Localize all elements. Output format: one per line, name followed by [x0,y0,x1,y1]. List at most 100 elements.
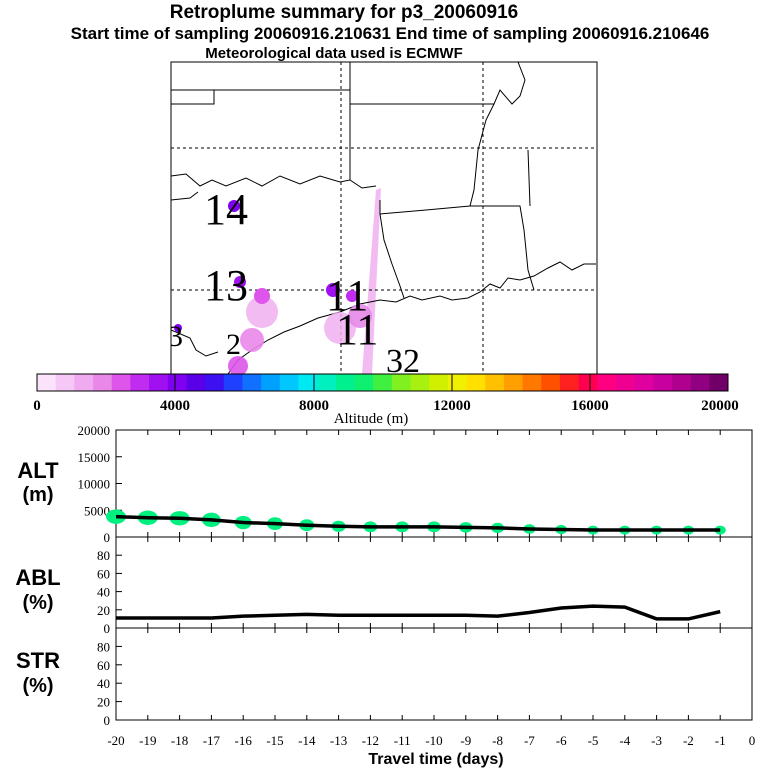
x-tick-label: -1 [715,733,726,748]
day-label: 2 [226,328,241,361]
colorbar-swatch [503,374,524,391]
str-label: STR [16,648,60,673]
colorbar-swatch [37,374,57,391]
altitude-colorbar [36,373,729,392]
panel-abl: 0 20 40 60 80 [97,537,753,636]
colorbar-label: Altitude (m) [334,411,409,427]
colorbar-swatch [522,374,542,391]
str-panel-frame [115,627,753,721]
y-tick-label: 60 [97,566,110,581]
x-tick-label: -4 [619,733,630,748]
y-tick-label: 80 [97,548,110,563]
colorbar-tick: 12000 [433,398,471,414]
x-tick-label: -19 [139,733,156,748]
x-tick-label: -15 [266,733,283,748]
y-tick-label: 10000 [78,477,111,492]
x-tick-label: -20 [107,733,124,748]
colorbar-tick: 4000 [160,398,190,414]
day-label: 14 [204,185,248,234]
x-tick-label: -16 [235,733,253,748]
panel-labels: ALT (m) ABL (%) STR (%) [15,458,60,697]
y-tick-label: 40 [97,676,110,691]
colorbar-swatch [485,374,505,391]
colorbar-swatch [634,374,654,391]
colorbar-swatch [429,374,449,391]
colorbar-swatch [74,374,94,391]
colorbar-tick: 0 [33,398,41,414]
colorbar-swatch [279,374,299,391]
colorbar-tick: 8000 [299,398,329,414]
panel-str: 0 20 40 60 80 [97,628,753,728]
y-tick-label: 0 [104,621,111,636]
colorbar-swatch [298,374,318,391]
colorbar-swatch [391,374,412,391]
x-tick-labels: -20 -19 -18 -17 -16 -15 -14 -13 -12 -11 -10 -9 -8 -7-… [107,733,755,748]
y-tick-label: 20 [97,603,110,618]
alt-marker [714,525,726,535]
y-tick-label: 15000 [78,450,111,465]
x-tick-label: -6 [556,733,567,748]
coastline [227,261,596,374]
x-tick-label: -10 [425,733,442,748]
colorbar-swatch [205,374,225,391]
colorbar-swatch [167,374,187,391]
alt-unit: (m) [22,484,53,506]
abl-unit: (%) [22,592,53,614]
x-tick-label: -7 [524,733,535,748]
day-label: 11 [336,305,378,354]
map-frame [170,61,598,375]
colorbar-swatch [130,374,150,391]
colorbar-frame [36,373,729,392]
day-label: 13 [204,261,248,310]
colorbar-swatch [690,374,710,391]
y-tick-label: 0 [104,530,111,545]
y-tick-label: 60 [97,658,110,673]
colorbar-swatch [653,374,673,391]
str-unit: (%) [22,675,53,697]
chart-title: Retroplume summary for p3_20060916 [169,2,519,23]
day-labels: 14 13 3 2 11 11 32 [168,185,420,374]
colorbar-swatch [335,374,355,391]
colorbar-swatch [317,374,337,391]
colorbar-swatch [410,374,430,391]
plume-streak [362,188,381,374]
state-boundaries [171,62,535,357]
met-data-note: Meteorological data used is ECMWF [205,45,463,62]
y-tick-label: 40 [97,585,110,600]
y-tick-label: 20000 [78,423,111,438]
colorbar-swatch [447,374,468,391]
colorbar-swatch [373,374,393,391]
x-tick-label: -14 [298,733,316,748]
x-tick-label: -3 [651,733,662,748]
alt-label: ALT [17,458,59,483]
colorbar-swatch [242,374,262,391]
panel-alt: 0 5000 10000 15000 20000 [78,423,753,545]
colorbar-swatch [671,374,692,391]
colorbar-swatch [559,374,580,391]
x-axis-label: Travel time (days) [368,751,503,768]
time-series-plots: 0 5000 10000 15000 20000 0 20 40 60 80 0 20 40 60 80 -2… [78,423,756,748]
colorbar-swatch [578,374,598,391]
colorbar-swatch [597,374,617,391]
colorbar-tick: 16000 [571,398,609,414]
x-tick-label: -12 [362,733,379,748]
colorbar-swatch [223,374,243,391]
alt-line [115,514,721,532]
x-tick-label: 0 [749,733,756,748]
colorbar-tick: 20000 [701,398,739,414]
x-tick-label: -2 [683,733,694,748]
colorbar-swatch [354,374,374,391]
map-panel: 14 13 3 2 11 11 32 [168,61,598,375]
colorbar-swatch [261,374,281,391]
abl-label: ABL [15,565,60,590]
colorbar-swatch [55,374,75,391]
day-label: 3 [168,320,183,353]
x-tick-label: -11 [394,733,411,748]
y-tick-label: 80 [97,639,110,654]
colorbar-swatch [93,374,113,391]
y-tick-label: 5000 [84,503,110,518]
colorbar-swatch [466,374,486,391]
x-tick-label: -18 [171,733,188,748]
x-tick-label: -8 [492,733,503,748]
